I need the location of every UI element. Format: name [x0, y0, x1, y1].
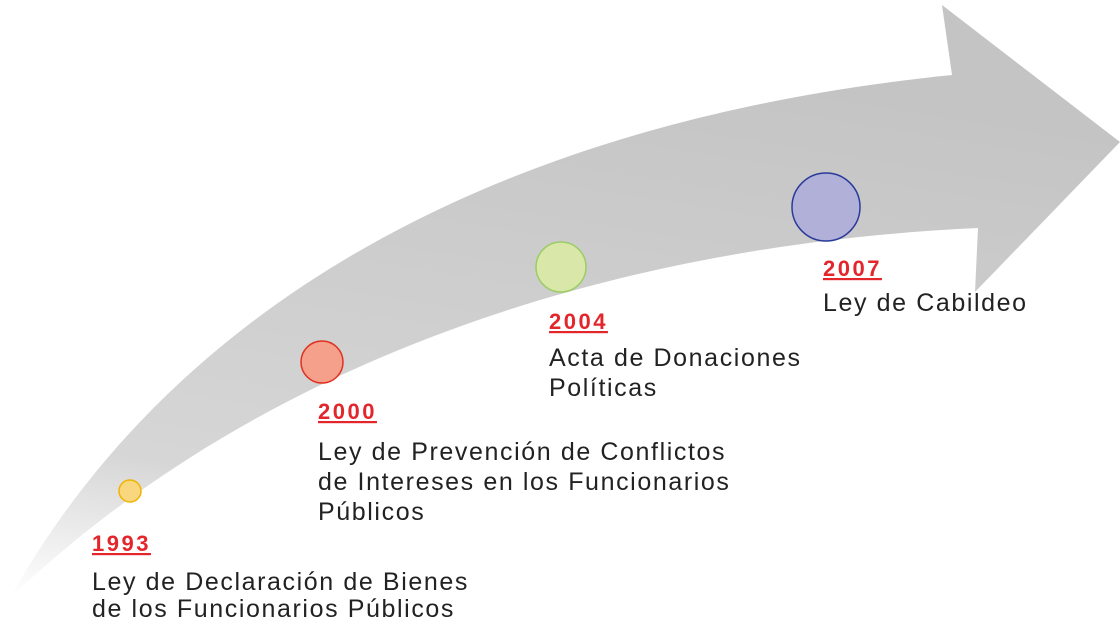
year: 2007 [823, 256, 882, 281]
marker-2007 [791, 172, 861, 242]
description: Políticas [549, 374, 658, 402]
description: Ley de Cabildeo [823, 289, 1028, 317]
arrow [10, 5, 1120, 598]
description: Ley de Prevención de Conflictos [318, 438, 726, 466]
description: de Intereses en los Funcionarios [318, 468, 731, 496]
marker-2004 [535, 241, 587, 293]
year: 2004 [549, 309, 608, 334]
marker-1993 [118, 479, 142, 503]
year: 1993 [92, 531, 151, 556]
description: de los Funcionarios Públicos [92, 595, 455, 623]
marker-2000 [300, 340, 344, 384]
description: Ley de Declaración de Bienes [92, 568, 469, 596]
description: Públicos [318, 498, 425, 526]
year: 2000 [318, 399, 377, 424]
description: Acta de Donaciones [549, 344, 802, 372]
